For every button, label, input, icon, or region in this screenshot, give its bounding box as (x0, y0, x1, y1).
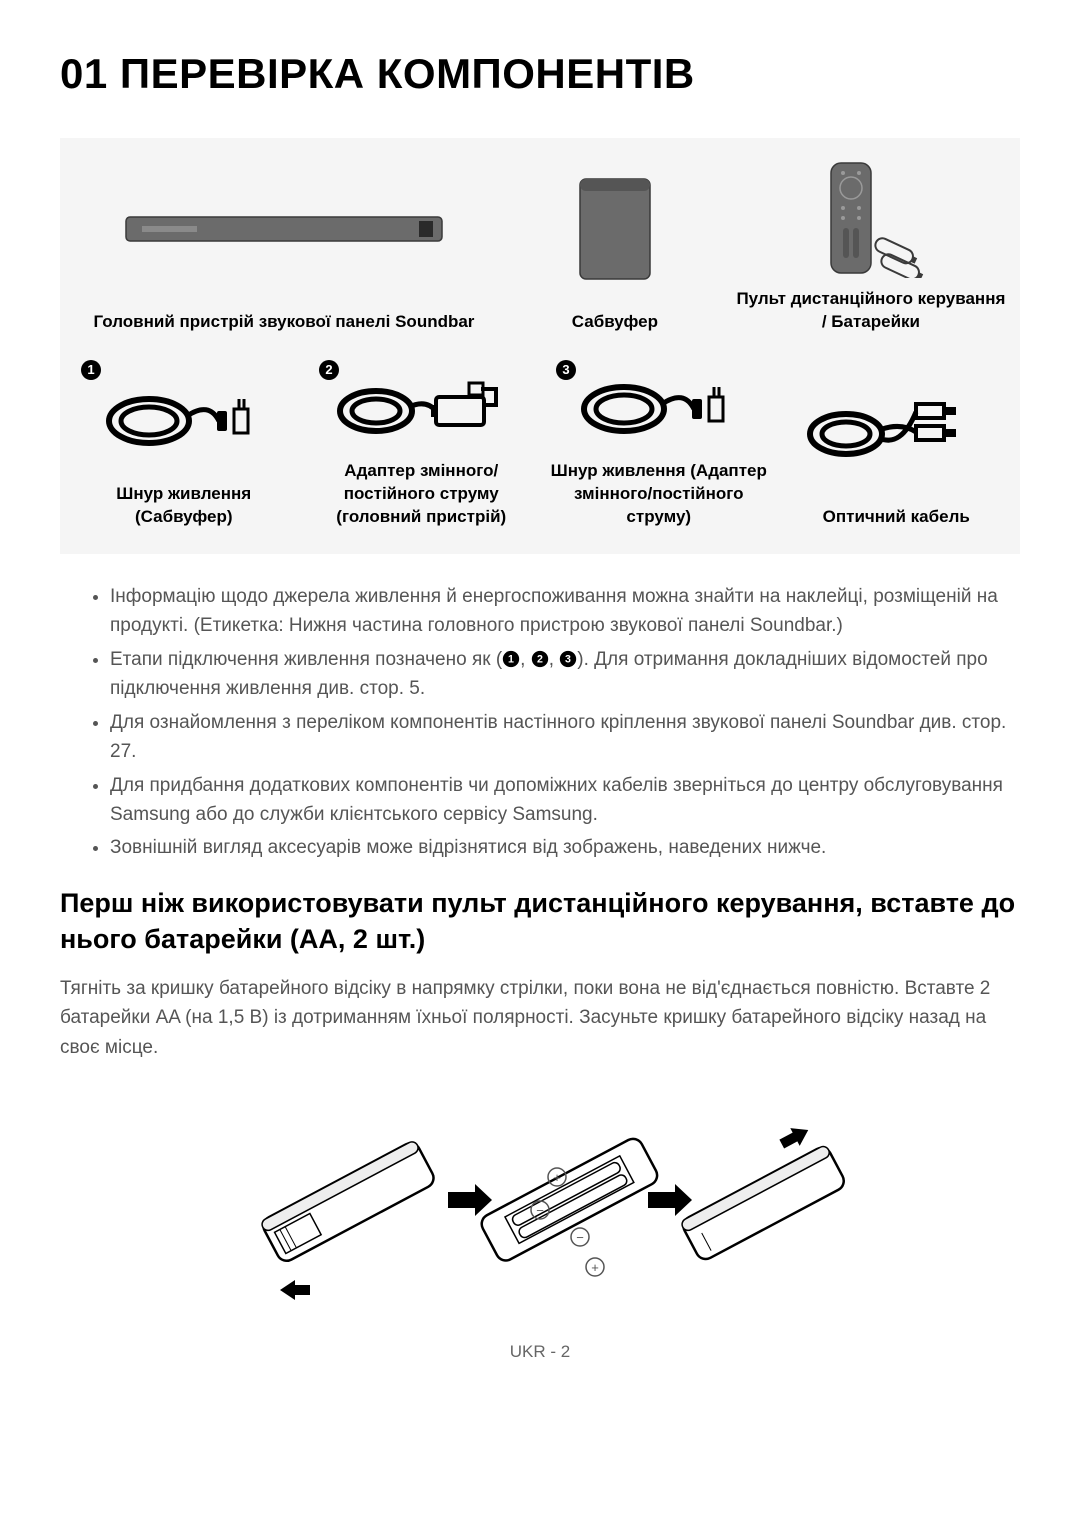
battery-step-icon: + − − + (230, 1082, 850, 1302)
subwoofer-icon (570, 174, 660, 284)
component-optical-cable: Оптичний кабель (783, 359, 1011, 529)
page-title: 01 ПЕРЕВІРКА КОМПОНЕНТІВ (60, 50, 1020, 98)
component-caption: Пульт дистанційного керування / Батарейк… (732, 288, 1010, 334)
text-fragment: , (549, 649, 560, 670)
component-caption: Оптичний кабель (823, 506, 970, 529)
badge-3-icon: 3 (559, 650, 577, 668)
svg-text:1: 1 (508, 653, 514, 665)
list-item: Для ознайомлення з переліком компонентів… (110, 708, 1020, 767)
optical-cable-icon (801, 392, 991, 462)
component-subwoofer: Сабвуфер (508, 158, 722, 334)
section-subheading: Перш ніж використовувати пульт дистанцій… (60, 885, 1020, 958)
svg-text:3: 3 (562, 362, 569, 377)
components-row-2: 1 Шнур живлення (Сабвуфер) 2 (60, 344, 1020, 554)
svg-text:+: + (591, 1260, 599, 1275)
power-cord-icon (99, 381, 269, 451)
notes-list: Інформацію щодо джерела живлення й енерг… (90, 582, 1020, 863)
component-ac-adapter: 2 Адаптер змінного/постійного струму (го… (308, 359, 536, 529)
badge-1-icon: 1 (80, 359, 102, 381)
component-caption: Шнур живлення (Сабвуфер) (70, 483, 298, 529)
svg-text:2: 2 (325, 362, 332, 377)
svg-text:3: 3 (565, 653, 571, 665)
component-power-cord-sub: 1 Шнур живлення (Сабвуфер) (70, 359, 298, 529)
battery-instructions: Тягніть за кришку батарейного відсіку в … (60, 974, 1020, 1062)
text-fragment: , (520, 649, 531, 670)
component-power-cord-adapter: 3 Шнур живлення (Адаптер змінного/постій… (545, 359, 773, 529)
list-item: Для придбання додаткових компонентів чи … (110, 771, 1020, 830)
svg-text:−: − (536, 1203, 544, 1218)
component-caption: Головний пристрій звукової панелі Soundb… (93, 311, 474, 334)
component-remote: Пульт дистанційного керування / Батарейк… (732, 158, 1010, 334)
soundbar-icon (124, 209, 444, 249)
power-cord-icon (574, 369, 744, 439)
page-footer: UKR - 2 (60, 1342, 1020, 1362)
badge-2-icon: 2 (531, 650, 549, 668)
component-soundbar: Головний пристрій звукової панелі Soundb… (70, 158, 498, 334)
component-caption: Сабвуфер (572, 311, 658, 334)
component-caption: Шнур живлення (Адаптер змінного/постійно… (545, 460, 773, 529)
svg-text:−: − (576, 1230, 584, 1245)
list-item: Етапи підключення живлення позначено як … (110, 645, 1020, 704)
text-fragment: Етапи підключення живлення позначено як … (110, 649, 502, 670)
badge-3-icon: 3 (555, 359, 577, 381)
badge-1-icon: 1 (502, 650, 520, 668)
svg-text:2: 2 (537, 653, 543, 665)
remote-icon (801, 158, 941, 278)
svg-text:+: + (553, 1170, 561, 1185)
battery-diagram: + − − + (60, 1082, 1020, 1302)
svg-text:1: 1 (87, 362, 94, 377)
ac-adapter-icon (331, 369, 511, 439)
list-item: Інформацію щодо джерела живлення й енерг… (110, 582, 1020, 641)
components-row-1: Головний пристрій звукової панелі Soundb… (60, 138, 1020, 344)
list-item: Зовнішній вигляд аксесуарів може відрізн… (110, 833, 1020, 862)
component-caption: Адаптер змінного/постійного струму (голо… (308, 460, 536, 529)
badge-2-icon: 2 (318, 359, 340, 381)
